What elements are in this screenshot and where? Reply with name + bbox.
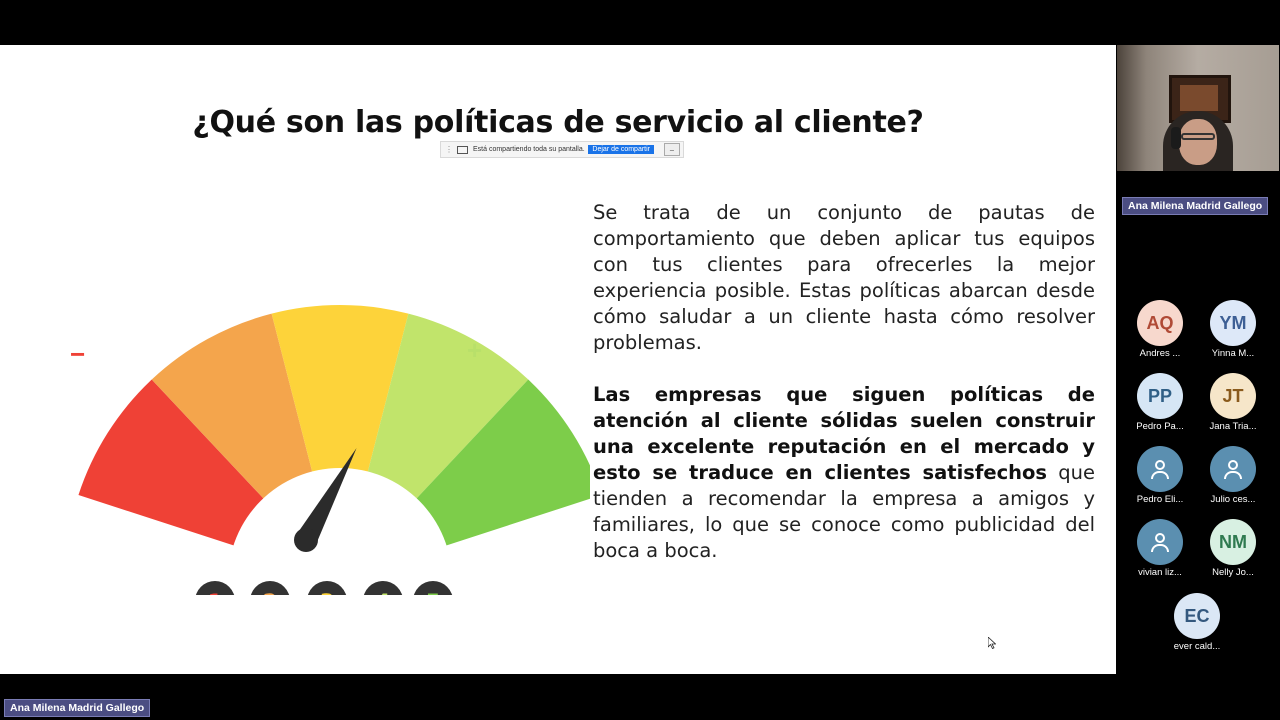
participant-tile[interactable]: EC ever cald... — [1162, 593, 1232, 652]
gauge-segment-1 — [78, 379, 298, 561]
rating-label-2: 2 — [263, 590, 278, 595]
participant-name: Julio ces... — [1210, 494, 1256, 505]
rating-button-3: 3 — [307, 581, 347, 595]
participant-tile[interactable]: vivian liz... — [1125, 519, 1195, 578]
gauge-segments — [78, 305, 590, 580]
rating-label-4: 4 — [376, 590, 391, 595]
gauge-rating-buttons: 1 2 3 4 5 — [195, 581, 453, 595]
participant-tile[interactable]: Julio ces... — [1198, 446, 1268, 505]
rating-button-1: 1 — [195, 581, 235, 595]
participant-name: Yinna M... — [1211, 348, 1255, 359]
person-icon — [1222, 458, 1244, 480]
screen-share-icon — [457, 145, 468, 154]
avatar-initials: AQ — [1137, 300, 1183, 346]
participant-tile[interactable]: Pedro Eli... — [1125, 446, 1195, 505]
rating-label-3: 3 — [320, 590, 335, 595]
default-avatar — [1137, 446, 1183, 492]
presentation-slide: ¿Qué son las políticas de servicio al cl… — [0, 45, 1116, 674]
avatar-initials: PP — [1137, 373, 1183, 419]
participant-tile[interactable]: AQ Andres ... — [1125, 300, 1195, 359]
default-avatar — [1137, 519, 1183, 565]
gauge-segment-4 — [355, 313, 529, 535]
gauge-needle-pivot — [294, 528, 318, 552]
rating-button-4: 4 — [363, 581, 403, 595]
gauge-segment-3 — [271, 305, 409, 520]
participant-name: Pedro Eli... — [1136, 494, 1184, 505]
participant-name: vivian liz... — [1138, 567, 1182, 578]
participant-tile[interactable]: YM Yinna M... — [1198, 300, 1268, 359]
stop-sharing-button[interactable]: Dejar de compartir — [588, 145, 654, 154]
gauge-needle — [294, 447, 357, 552]
satisfaction-gauge: 1 2 3 4 5 — [78, 305, 590, 595]
participant-tile[interactable]: JT Jana Tria... — [1198, 373, 1268, 432]
avatar-initials: YM — [1210, 300, 1256, 346]
person-icon — [1149, 531, 1171, 553]
paragraph-benefits-bold: Las empresas que siguen políticas de ate… — [593, 383, 1095, 484]
participant-tile[interactable]: PP Pedro Pa... — [1125, 373, 1195, 432]
rating-label-5: 5 — [426, 590, 441, 595]
share-status-text: Está compartiendo toda su pantalla. — [473, 146, 585, 153]
paragraph-benefits-rest: que tienden a recomendar la empresa a am… — [593, 461, 1095, 562]
drag-handle-icon[interactable]: ⋮ — [445, 145, 453, 154]
slide-title: ¿Qué son las políticas de servicio al cl… — [192, 105, 924, 140]
mouse-cursor-icon — [988, 637, 996, 649]
slide-body-text: Se trata de un conjunto de pautas de com… — [593, 200, 1095, 564]
glasses-icon — [1181, 133, 1215, 140]
gauge-segment-5 — [382, 379, 590, 561]
participant-name: Nelly Jo... — [1212, 567, 1254, 578]
rating-button-5: 5 — [413, 581, 453, 595]
participant-face — [1179, 119, 1217, 165]
default-avatar — [1210, 446, 1256, 492]
active-speaker-name-tag: Ana Milena Madrid Gallego — [4, 699, 151, 717]
participant-tile[interactable]: NM Nelly Jo... — [1198, 519, 1268, 578]
paragraph-benefits: Las empresas que siguen políticas de ate… — [593, 382, 1095, 564]
headset-icon — [1171, 127, 1181, 149]
gauge-segment-2 — [151, 313, 325, 535]
participant-name: Pedro Pa... — [1136, 421, 1184, 432]
rating-button-2: 2 — [250, 581, 290, 595]
person-icon — [1149, 458, 1171, 480]
paragraph-definition: Se trata de un conjunto de pautas de com… — [593, 201, 1095, 354]
self-view-name-tag: Ana Milena Madrid Gallego — [1122, 197, 1269, 215]
rating-label-1: 1 — [208, 590, 223, 595]
participant-name: ever cald... — [1173, 641, 1221, 652]
avatar-initials: JT — [1210, 373, 1256, 419]
self-video-tile[interactable] — [1117, 45, 1279, 171]
screen-share-bar: ⋮ Está compartiendo toda su pantalla. De… — [440, 141, 684, 158]
gauge-hub — [228, 468, 452, 580]
avatar-initials: NM — [1210, 519, 1256, 565]
participant-name: Jana Tria... — [1209, 421, 1257, 432]
participant-name: Andres ... — [1139, 348, 1181, 359]
gauge-needle-pointer — [296, 447, 357, 546]
hide-bar-button[interactable]: _ — [664, 143, 680, 156]
avatar-initials: EC — [1174, 593, 1220, 639]
